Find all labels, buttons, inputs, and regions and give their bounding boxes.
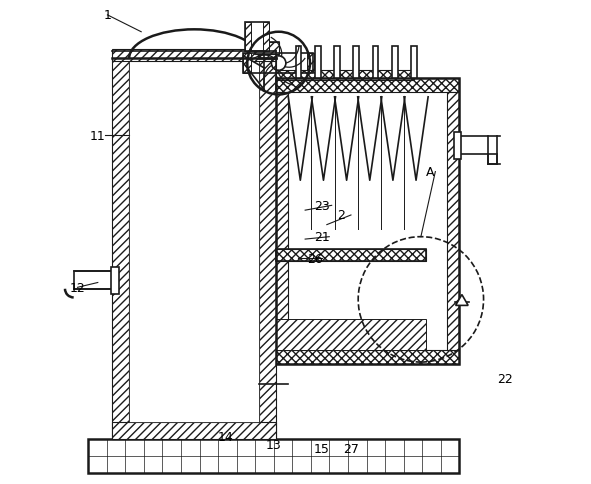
Bar xyxy=(276,78,459,93)
Bar xyxy=(112,49,276,61)
Text: A: A xyxy=(426,166,435,179)
Text: 12: 12 xyxy=(70,281,86,294)
Bar xyxy=(243,54,313,74)
Bar xyxy=(263,23,269,52)
Bar xyxy=(411,47,417,78)
Bar xyxy=(296,47,301,78)
Text: 27: 27 xyxy=(343,442,359,455)
Bar xyxy=(255,43,278,55)
Bar xyxy=(276,93,288,350)
Text: 1: 1 xyxy=(103,9,111,22)
Bar xyxy=(255,43,278,55)
Bar xyxy=(307,54,314,74)
Bar xyxy=(459,137,488,154)
Bar xyxy=(353,47,359,78)
Text: 13: 13 xyxy=(266,439,282,452)
Bar xyxy=(276,250,427,262)
Bar xyxy=(276,250,427,262)
Bar xyxy=(111,267,119,294)
Bar xyxy=(315,47,320,78)
Bar xyxy=(276,78,459,365)
Bar xyxy=(245,23,269,52)
Bar xyxy=(245,23,251,52)
Bar xyxy=(129,59,259,423)
Bar xyxy=(88,439,459,473)
Bar xyxy=(112,423,276,439)
Bar xyxy=(112,59,129,439)
Bar xyxy=(243,54,251,74)
Bar xyxy=(454,132,461,159)
Text: 2: 2 xyxy=(337,209,345,222)
Bar xyxy=(259,59,276,439)
Text: 15: 15 xyxy=(314,442,330,455)
Bar xyxy=(276,350,459,365)
Text: 21: 21 xyxy=(314,231,330,243)
Bar xyxy=(334,47,340,78)
Text: 14: 14 xyxy=(217,430,233,443)
Bar xyxy=(276,319,427,350)
Text: 22: 22 xyxy=(498,373,513,386)
Text: 23: 23 xyxy=(314,199,330,212)
Bar xyxy=(392,47,398,78)
Text: 11: 11 xyxy=(90,130,106,143)
Bar xyxy=(447,93,459,350)
Bar xyxy=(276,71,414,81)
Bar xyxy=(373,47,378,78)
Bar xyxy=(488,154,497,165)
Text: 26: 26 xyxy=(307,252,323,265)
Bar xyxy=(74,272,112,289)
